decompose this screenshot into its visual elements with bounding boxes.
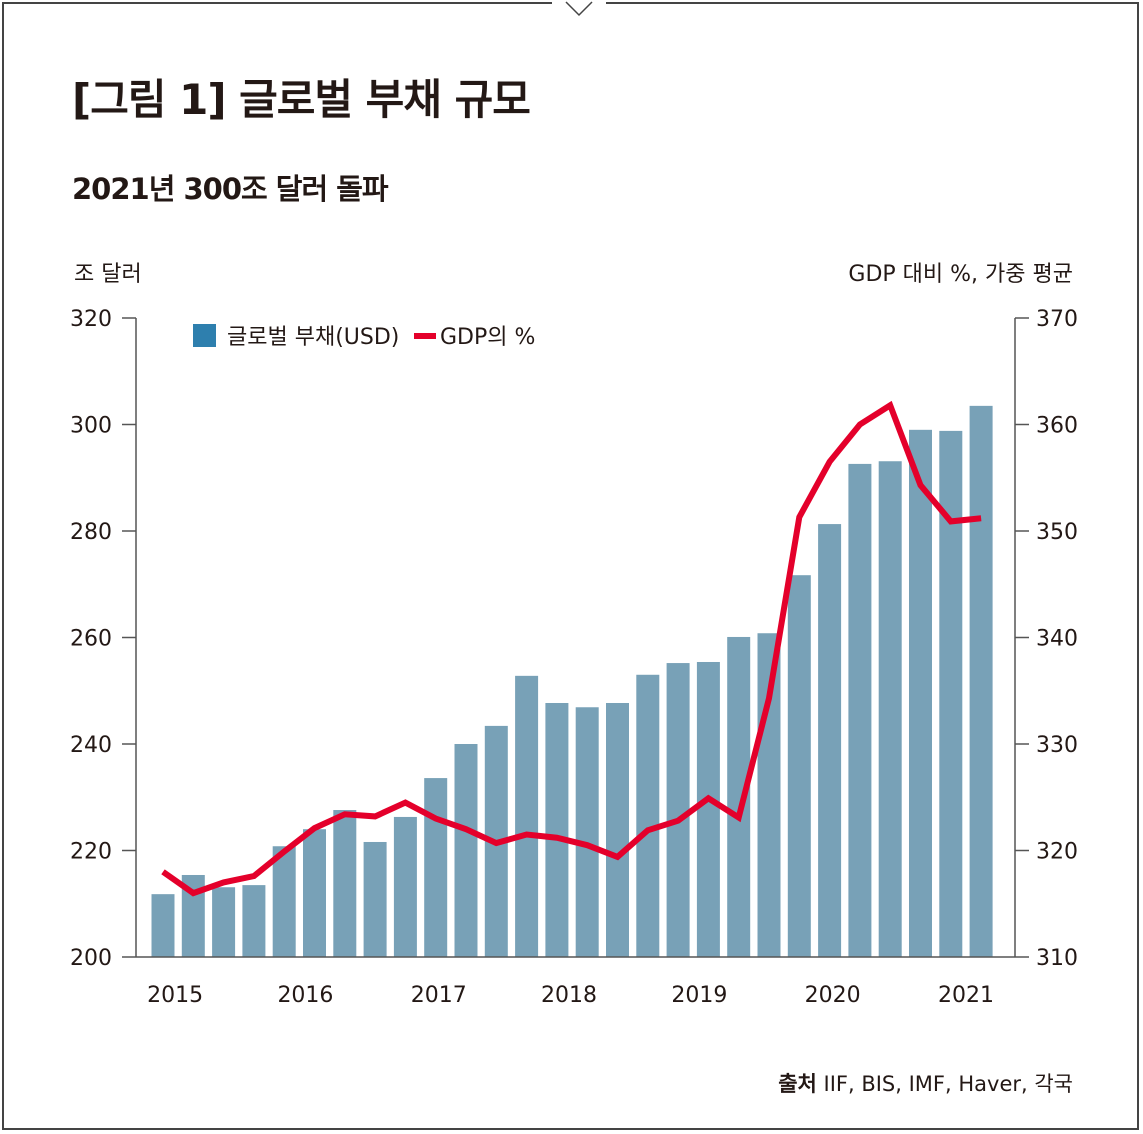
bar [393,816,417,957]
source-label: 출처 [778,1072,817,1096]
bar [969,405,993,957]
right-tick-label: 350 [1036,520,1078,545]
bar [727,636,751,957]
chart-subtitle: 2021년 300조 달러 돌파 [72,172,389,206]
source-note: 출처 IIF, BIS, IMF, Haver, 각국 [778,1068,1073,1098]
x-tick-label: 2017 [411,983,467,1008]
left-tick-label: 220 [70,840,112,865]
right-tick-label: 370 [1036,307,1078,332]
bar [151,894,175,957]
bar [545,702,569,957]
legend-label-debt: 글로벌 부채(USD) [227,325,399,350]
bar [878,461,902,957]
left-tick-label: 260 [70,627,112,652]
left-tick-label: 200 [70,946,112,971]
x-tick-label: 2021 [938,983,994,1008]
right-axis-unit: GDP 대비 %, 가중 평균 [848,262,1073,287]
bar [181,874,205,957]
bar [909,429,932,957]
bar [363,841,387,957]
bar [666,663,690,957]
left-tick-label: 320 [70,307,112,332]
x-tick-label: 2016 [277,983,333,1008]
left-tick-label: 300 [70,414,112,439]
x-tick-label: 2019 [671,983,727,1008]
bar [818,524,842,957]
left-tick-label: 280 [70,520,112,545]
bar [606,702,629,957]
left-axis-unit: 조 달러 [74,262,142,287]
bar [242,885,266,957]
bar [515,675,539,957]
right-tick-label: 360 [1036,414,1078,439]
x-tick-label: 2018 [541,983,597,1008]
right-tick-label: 330 [1036,733,1078,758]
x-tick-label: 2015 [147,983,203,1008]
bar [303,829,326,957]
bar [787,575,811,957]
bar [636,674,660,957]
chart-title: [그림 1] 글로벌 부채 규모 [72,75,531,124]
right-tick-label: 310 [1036,946,1078,971]
bar [272,846,296,957]
right-tick-label: 320 [1036,840,1078,865]
x-tick-label: 2020 [805,983,861,1008]
bar [333,810,357,957]
source-text: IIF, BIS, IMF, Haver, 각국 [823,1072,1073,1096]
bar [424,778,448,957]
bar [575,707,599,957]
bar [212,887,236,957]
notch [552,0,606,24]
left-tick-label: 240 [70,733,112,758]
bar [848,463,872,957]
right-tick-label: 340 [1036,627,1078,652]
legend-label-gdp: GDP의 % [440,325,535,350]
legend-swatch-debt [193,324,216,347]
bar [696,661,720,957]
bar [454,744,478,957]
bar [939,430,963,957]
gdp-line [161,400,982,897]
